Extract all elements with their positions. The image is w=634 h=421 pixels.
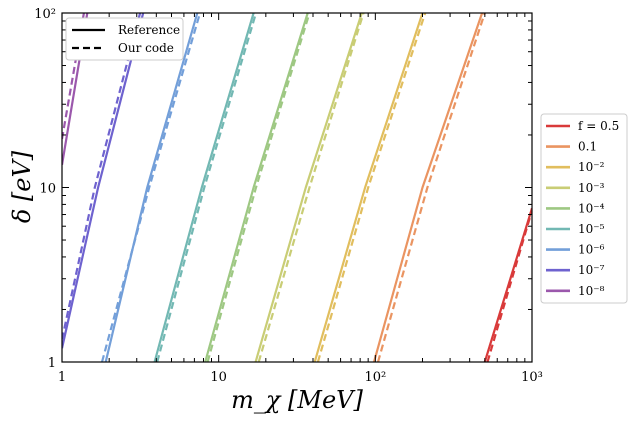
plot-area — [62, 13, 532, 362]
series-5-our-code-line — [156, 13, 258, 362]
series-legend-label: 10⁻⁵ — [578, 222, 605, 236]
series-legend-label: 10⁻⁴ — [578, 201, 605, 215]
series-3-reference-line — [254, 13, 363, 362]
series-7-reference-line — [62, 13, 145, 349]
series-legend-box — [540, 113, 628, 304]
series-legend-label: 10⁻² — [578, 160, 605, 174]
series-legend-label: 10⁻³ — [578, 181, 605, 195]
series-1-reference-line — [372, 13, 484, 362]
series-3-our-code-line — [257, 13, 365, 362]
y-tick-label: 10 — [39, 182, 56, 197]
series-7-our-code-line — [62, 13, 142, 340]
y-axis-title: δ [eV] — [8, 150, 36, 223]
style-legend-box — [65, 17, 184, 61]
x-tick-label: 1 — [58, 370, 66, 385]
series-legend-label: 0.1 — [578, 140, 597, 154]
tick-layer: 1 10 10² 10³ 1 10 10² — [34, 7, 543, 385]
series-0-our-code-line — [486, 209, 532, 362]
plot-frame — [61, 12, 533, 363]
series-legend-label: 10⁻⁷ — [578, 263, 605, 277]
series-layer — [62, 13, 532, 362]
x-tick-label: 10² — [364, 370, 386, 385]
series-6-our-code-line — [100, 13, 202, 362]
series-legend-label: 10⁻⁶ — [578, 243, 605, 257]
style-legend: Reference Our code — [65, 17, 184, 61]
y-tick-label: 10² — [34, 7, 56, 22]
series-4-our-code-line — [206, 13, 311, 362]
series-2-our-code-line — [316, 13, 427, 362]
series-1-our-code-line — [376, 13, 486, 362]
series-legend-label: f = 0.5 — [578, 119, 619, 133]
style-legend-label: Reference — [118, 23, 180, 37]
style-legend-label: Our code — [118, 41, 174, 55]
series-5-reference-line — [153, 13, 255, 362]
y-tick-label: 1 — [48, 356, 56, 371]
series-4-reference-line — [204, 13, 309, 362]
x-axis-title: m_χ [MeV] — [231, 386, 363, 414]
series-legend: f = 0.5 0.1 10⁻² 10⁻³ 10⁻⁴ 10⁻⁵ 10⁻⁶ 10⁻⁷ 10⁻⁸ — [540, 113, 628, 304]
x-tick-label: 10³ — [521, 370, 543, 385]
series-legend-label: 10⁻⁸ — [578, 284, 605, 298]
x-tick-label: 10 — [210, 370, 227, 385]
series-2-reference-line — [313, 13, 424, 362]
series-6-reference-line — [104, 13, 199, 362]
